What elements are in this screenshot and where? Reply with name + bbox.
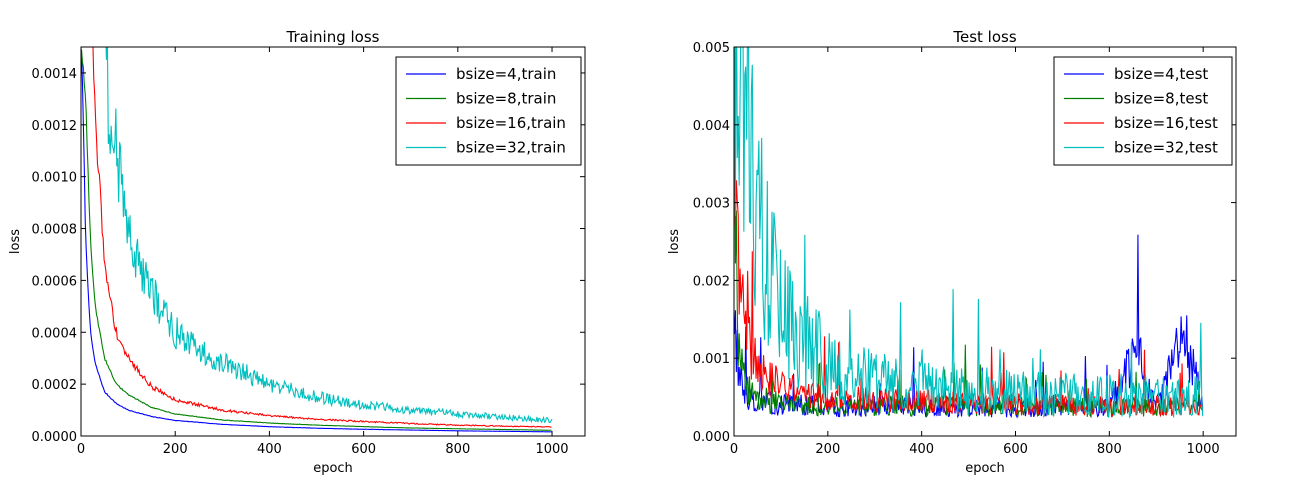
legend-entry: bsize=4,test xyxy=(1114,65,1208,83)
x-tick-label: 400 xyxy=(909,442,934,457)
series-line-bsize-32-train xyxy=(105,47,553,424)
y-tick-label: 0.003 xyxy=(693,197,730,212)
x-tick-label: 0 xyxy=(77,442,85,457)
legend-entry: bsize=32,train xyxy=(456,139,566,157)
x-tick-label: 800 xyxy=(1097,442,1122,457)
y-tick-label: 0.005 xyxy=(693,41,730,56)
y-tick-label: 0.0010 xyxy=(32,171,78,186)
x-tick-label: 1000 xyxy=(535,442,568,457)
axes-frame xyxy=(733,46,1237,437)
chart-title: Training loss xyxy=(286,28,380,46)
y-tick-label: 0.0014 xyxy=(32,67,78,82)
y-tick-label: 0.0012 xyxy=(32,119,78,134)
x-tick-label: 0 xyxy=(730,442,738,457)
series-line-bsize-16-train xyxy=(92,47,552,428)
legend-entry: bsize=8,test xyxy=(1114,90,1208,108)
x-axis-label: epoch xyxy=(965,461,1005,476)
y-tick-label: 0.001 xyxy=(693,352,730,367)
legend-entry: bsize=32,test xyxy=(1114,139,1218,157)
axes-frame xyxy=(80,46,586,437)
x-axis-label: epoch xyxy=(313,461,353,476)
plot-area xyxy=(81,47,553,433)
y-tick-label: 0.004 xyxy=(693,119,730,134)
x-tick-label: 400 xyxy=(257,442,282,457)
plot-area xyxy=(734,47,1204,419)
y-tick-label: 0.0008 xyxy=(32,223,78,238)
series-line-bsize-8-train xyxy=(81,49,552,431)
legend-entry: bsize=16,test xyxy=(1114,114,1218,132)
y-tick-label: 0.002 xyxy=(693,274,730,289)
chart-title: Test loss xyxy=(952,28,1016,46)
x-tick-label: 600 xyxy=(1003,442,1028,457)
series-line-bsize-4-train xyxy=(81,50,552,433)
x-tick-label: 800 xyxy=(445,442,470,457)
y-tick-label: 0.0000 xyxy=(32,430,78,445)
legend-entry: bsize=8,train xyxy=(456,90,556,108)
x-tick-label: 600 xyxy=(351,442,376,457)
legend: bsize=4,test bsize=8,test bsize=16,test bsi… xyxy=(1053,56,1233,166)
legend-entry: bsize=4,train xyxy=(456,65,556,83)
y-tick-label: 0.0006 xyxy=(32,274,78,289)
x-tick-label: 1000 xyxy=(1187,442,1220,457)
y-axis-label: loss xyxy=(667,229,682,254)
chart-panel-2: 0 200 400 600 800 1000 0.000 0.001 0.002 0.003 0.0… xyxy=(667,28,1237,476)
x-tick-label: 200 xyxy=(815,442,840,457)
x-tick-label: 200 xyxy=(163,442,188,457)
y-axis-label: loss xyxy=(8,229,23,254)
legend-entry: bsize=16,train xyxy=(456,114,566,132)
y-tick-label: 0.000 xyxy=(693,430,730,445)
y-tick-label: 0.0002 xyxy=(32,378,78,393)
series-line-bsize-32-test xyxy=(734,47,1204,419)
chart-panel-1: 0 200 400 600 800 1000 0.0000 0.0002 0.0004 0.000… xyxy=(8,28,586,476)
legend: bsize=4,train bsize=8,train bsize=16,train… xyxy=(395,56,582,166)
y-tick-label: 0.0004 xyxy=(32,326,78,341)
